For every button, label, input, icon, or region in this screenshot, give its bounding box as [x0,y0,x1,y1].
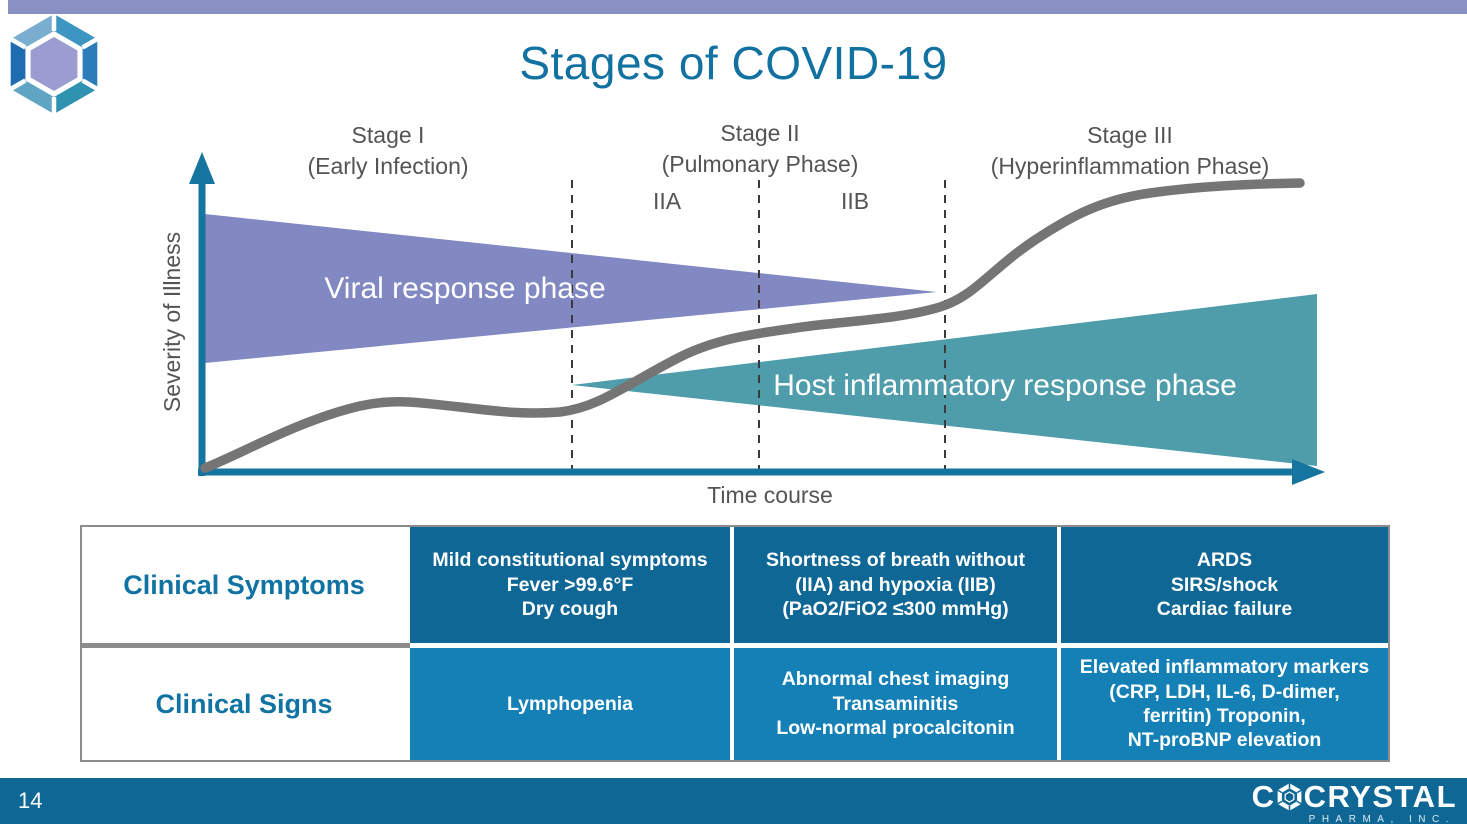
stage-iib-label: IIB [840,188,870,214]
footer-brand-wordmark: C [1252,781,1457,812]
stage-iia-label: IIA [652,188,682,214]
signs-stage1-cell: Lymphopenia [410,648,730,760]
stage-3-subtitle: (Hyperinflammation Phase) [990,153,1270,180]
viral-response-phase-label: Viral response phase [324,272,606,305]
footer-bar: 14 C [0,778,1467,824]
footer-brand-subtext: PHARMA, INC. [1308,814,1455,824]
cocrystal-hexagon-logo-icon [9,14,99,114]
stage-2-subtitle: (Pulmonary Phase) [661,151,859,178]
x-axis [198,459,1325,485]
y-axis-label: Severity of Illness [159,231,185,413]
clinical-table: Clinical Symptoms Mild constitutional sy… [80,525,1390,762]
footer-hexagon-icon [1276,782,1302,811]
stage-3-label: Stage III (Hyperinflammation Phase) [905,120,1355,182]
symptoms-stage1-cell: Mild constitutional symptoms Fever >99.6… [410,527,730,643]
stage-3-title: Stage III [1087,122,1173,148]
stage-divider-dashed-lines [571,180,946,470]
row-label-clinical-symptoms: Clinical Symptoms [82,527,406,643]
brand-prefix: C [1251,779,1276,814]
brand-suffix: CRYSTAL [1303,779,1457,814]
row-label-clinical-signs: Clinical Signs [82,648,406,760]
x-axis-label: Time course [707,482,833,508]
footer-brand: C [1252,781,1457,824]
signs-stage2-cell: Abnormal chest imaging Transaminitis Low… [734,648,1057,760]
stage-2-label: Stage II (Pulmonary Phase) [585,118,935,180]
stage-2-title: Stage II [720,120,800,146]
stage-1-subtitle: (Early Infection) [307,153,469,180]
symptoms-stage3-cell: ARDS SIRS/shock Cardiac failure [1061,527,1388,643]
slide-title: Stages of COVID-19 [519,37,948,89]
severity-curve [200,178,1305,473]
symptoms-stage2-cell: Shortness of breath without (IIA) and hy… [734,527,1057,643]
label-column-divider [80,643,410,648]
host-inflammatory-phase-label: Host inflammatory response phase [773,369,1237,402]
stage-1-title: Stage I [351,122,425,148]
top-accent-bar [8,0,1467,14]
page-number: 14 [18,788,43,813]
signs-stage3-cell: Elevated inflammatory markers (CRP, LDH,… [1061,648,1388,760]
stage-1-label: Stage I (Early Infection) [238,120,538,182]
y-axis [189,152,215,476]
